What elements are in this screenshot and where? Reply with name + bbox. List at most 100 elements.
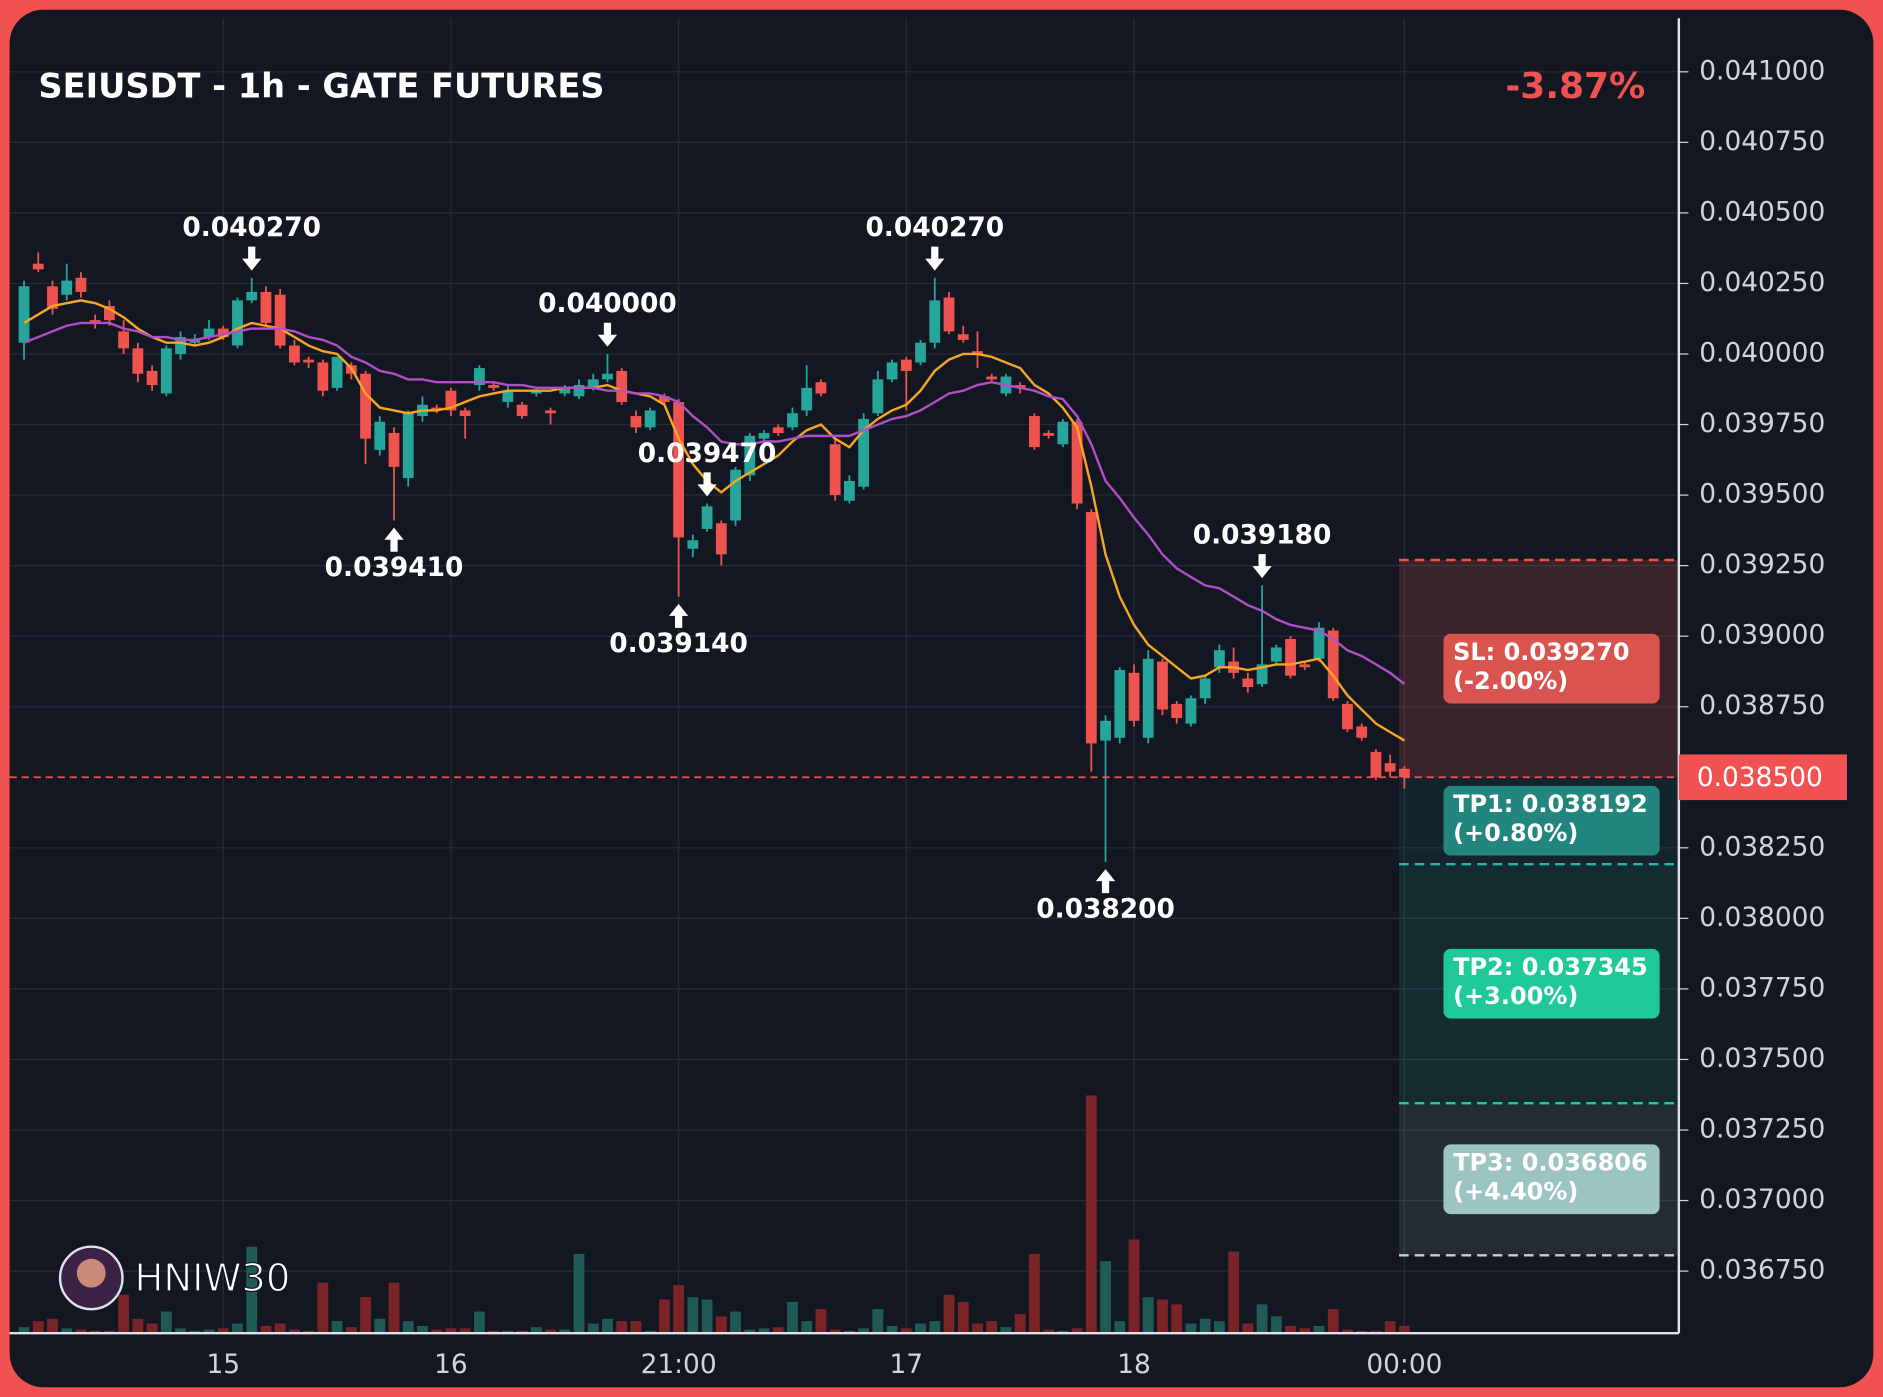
volume-bar (274, 1323, 286, 1334)
arrow (597, 322, 618, 347)
candle-body (431, 407, 443, 411)
candle-body (47, 286, 58, 309)
candle-body (772, 427, 784, 434)
annotation: 0.040270 (182, 212, 321, 243)
change: -3.87% (1505, 66, 1645, 107)
x-tick-label: 21:00 (641, 1349, 717, 1380)
volume-bar (345, 1327, 357, 1334)
candle-body (872, 379, 884, 414)
y-tick-label: 0.036750 (1699, 1255, 1825, 1286)
volume-bar (801, 1321, 813, 1334)
volume-bar (1157, 1299, 1168, 1334)
y-tick-label: 0.038000 (1699, 902, 1825, 933)
volume-bar (858, 1328, 870, 1334)
y-tick-label: 0.039250 (1699, 549, 1825, 580)
volume-bar (32, 1321, 44, 1334)
chart-title: SEIUSDT - 1h - GATE FUTURES (38, 66, 604, 105)
volume-bar (915, 1323, 926, 1334)
volume-bar (132, 1318, 144, 1334)
level-label: TP3: 0.036806 (1453, 1149, 1648, 1177)
price-tag (1678, 754, 1847, 801)
candle-body (103, 306, 115, 321)
candle-body (1185, 698, 1197, 724)
volume-bar (972, 1323, 983, 1334)
annotation: 0.040000 (538, 288, 677, 319)
candle-body (715, 523, 727, 555)
volume-bar (673, 1285, 685, 1334)
volume-bar (232, 1323, 243, 1334)
candle-body (915, 342, 926, 363)
candle-body (530, 390, 542, 394)
candle-body (559, 387, 571, 394)
annotation: 0.040270 (865, 212, 1004, 243)
volume-bar (957, 1301, 969, 1334)
volume-bar (331, 1321, 343, 1334)
candle-body (32, 263, 44, 270)
volume-bar (445, 1328, 457, 1334)
candle-body (673, 401, 685, 538)
volume-bar (317, 1282, 329, 1334)
volume-bar (687, 1297, 699, 1334)
annotation: 0.039180 (1193, 520, 1332, 551)
candle-body (900, 359, 912, 371)
candle-body (1256, 664, 1268, 685)
volume-bar (388, 1282, 400, 1334)
level-box (1443, 948, 1660, 1019)
level-label: TP1: 0.038192 (1453, 790, 1648, 818)
volume-bar (260, 1325, 272, 1334)
volume-bar (246, 1246, 258, 1334)
volume-bar (929, 1321, 941, 1334)
avatar-face (76, 1258, 106, 1288)
candle-body (730, 469, 741, 521)
candle-body (445, 390, 457, 411)
level-label: SL: 0.039270 (1453, 638, 1630, 666)
volume-bar (1342, 1329, 1353, 1334)
x-tick-label: 15 (206, 1349, 240, 1380)
volume-bar (658, 1299, 670, 1334)
candle-body (630, 416, 642, 428)
candle-body (18, 286, 30, 343)
candle-body (488, 385, 500, 388)
candle-body (1356, 726, 1368, 738)
candle-body (1270, 647, 1282, 662)
candle-body (545, 410, 556, 414)
candle-body (402, 413, 414, 479)
candle-body (260, 291, 272, 323)
volume-bar (744, 1329, 756, 1334)
candle-body (274, 294, 286, 346)
candle-body (957, 334, 969, 340)
volume-bar (61, 1328, 73, 1334)
candle-body (1171, 703, 1183, 719)
volume-bar (1213, 1321, 1225, 1334)
candle-body (388, 433, 400, 467)
volume-bar (1085, 1095, 1097, 1334)
volume-bar (374, 1318, 386, 1334)
volume-bar (1114, 1321, 1126, 1334)
candle-body (1370, 751, 1382, 778)
annotation: 0.039470 (638, 438, 777, 469)
volume-bar (288, 1329, 300, 1334)
volume-bar (146, 1323, 158, 1334)
y-tick-label: 0.039000 (1699, 620, 1825, 651)
y-tick-label: 0.040500 (1699, 196, 1825, 227)
arrow (925, 246, 945, 271)
y-tick-label: 0.039500 (1699, 479, 1825, 510)
candle-body (1043, 433, 1055, 436)
volume-bar (175, 1328, 186, 1334)
candle-body (744, 435, 756, 476)
y-tick-label: 0.037250 (1699, 1113, 1825, 1144)
candle-body (175, 337, 186, 354)
candle-body (616, 370, 628, 402)
volume-bar (1171, 1304, 1183, 1334)
volume-bar (18, 1327, 30, 1334)
volume-bar (1028, 1253, 1040, 1334)
candle-body (203, 328, 215, 338)
volume-bar (473, 1311, 485, 1334)
candle-body (1398, 768, 1410, 778)
candle-body (1313, 627, 1325, 659)
candle-body (1342, 703, 1353, 730)
candle-body (374, 421, 386, 450)
volume-bar (1242, 1323, 1254, 1334)
volume-bar (815, 1309, 827, 1334)
